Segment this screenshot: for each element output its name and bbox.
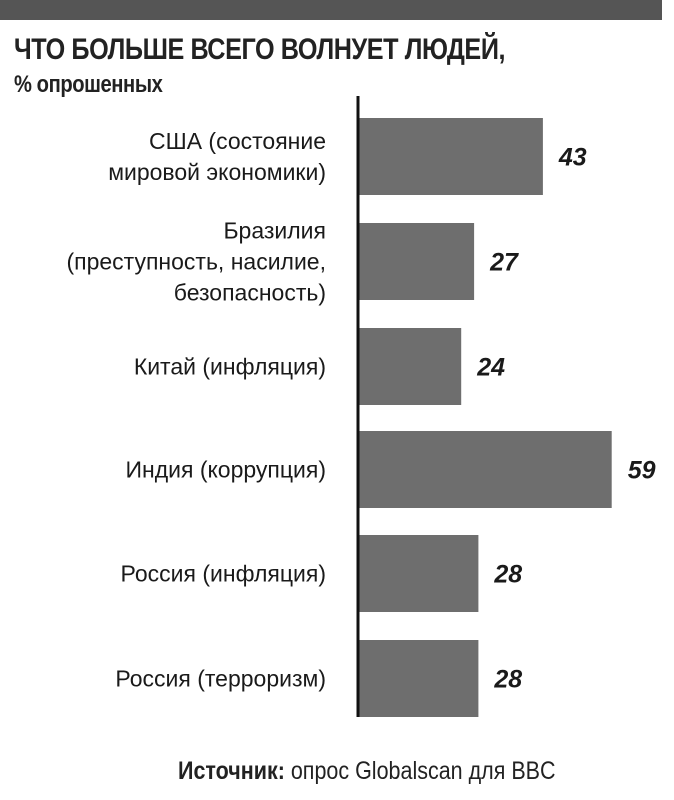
chart-subtitle: % опрошенных [14, 71, 163, 98]
data-label: 24 [476, 354, 505, 382]
bar [358, 431, 612, 508]
header-bar [0, 0, 662, 20]
category-label: США (состояние [149, 128, 326, 154]
category-label: Россия (инфляция) [121, 561, 326, 587]
bar [358, 328, 462, 405]
source-note: Источник: опрос Globalscan для BBC [178, 757, 556, 786]
source-text: опрос Globalscan для BBC [284, 757, 556, 785]
source-label: Источник: [178, 757, 285, 785]
bar [358, 223, 475, 300]
data-label: 27 [489, 249, 519, 277]
data-label: 59 [628, 457, 656, 485]
data-label: 28 [493, 561, 522, 589]
bar [358, 640, 479, 717]
data-label: 43 [558, 144, 587, 172]
chart-title-block: ЧТО БОЛЬШЕ ВСЕГО ВОЛНУЕТ ЛЮДЕЙ, % опроше… [14, 32, 506, 102]
category-label: Китай (инфляция) [134, 354, 326, 380]
chart-title: ЧТО БОЛЬШЕ ВСЕГО ВОЛНУЕТ ЛЮДЕЙ, [14, 33, 506, 66]
category-label: Россия (терроризм) [115, 666, 326, 692]
bar [358, 535, 479, 612]
category-label: мировой экономики) [108, 159, 326, 185]
category-label: (преступность, насилие, [66, 249, 326, 275]
data-label: 28 [493, 666, 522, 694]
bar [358, 118, 543, 195]
category-label: Индия (коррупция) [125, 457, 326, 483]
category-label: безопасность) [174, 280, 326, 306]
category-label: Бразилия [223, 218, 326, 244]
